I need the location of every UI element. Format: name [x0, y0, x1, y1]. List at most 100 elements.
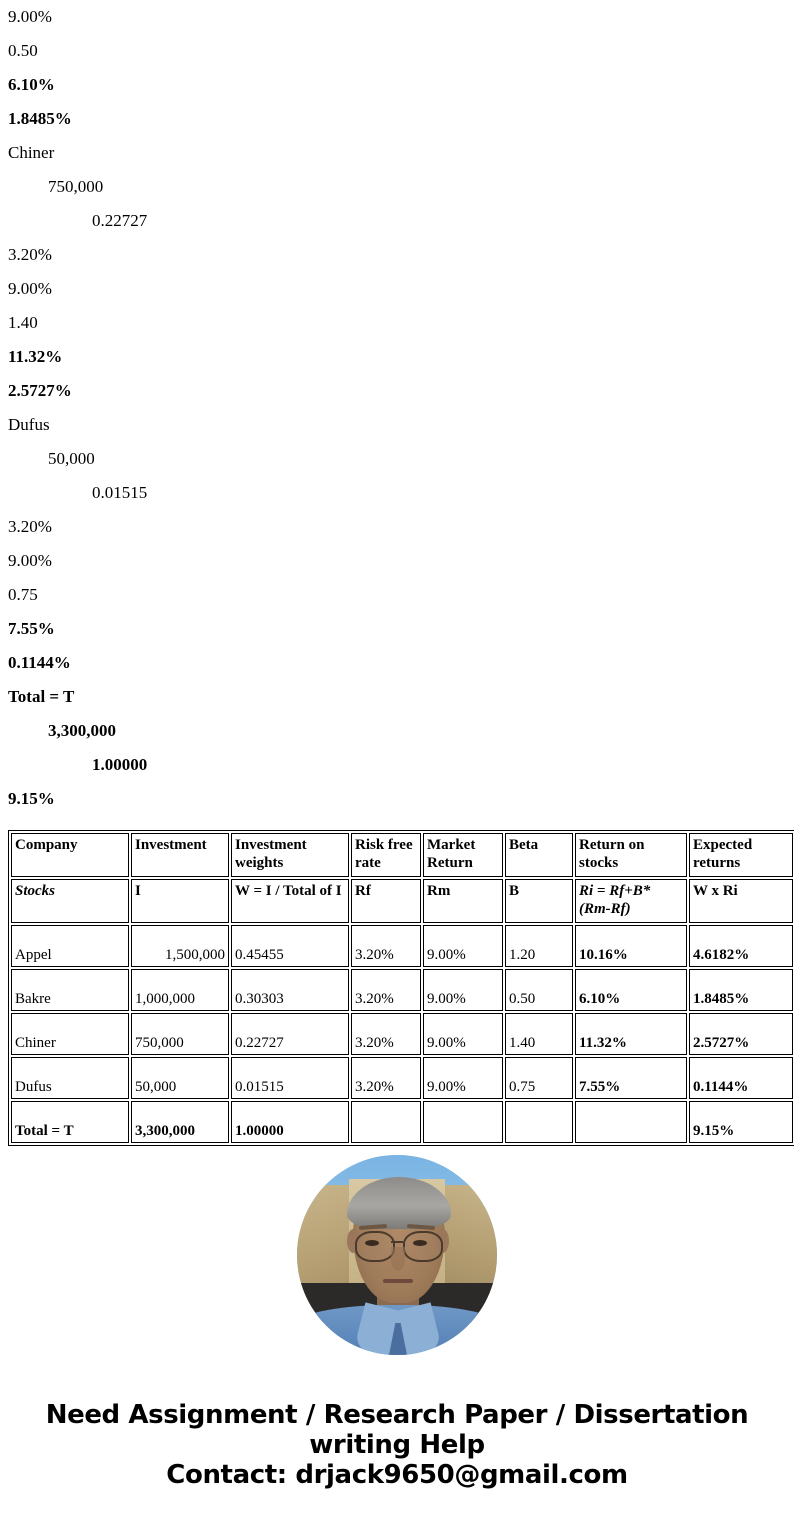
- cell-beta: 1.40: [505, 1013, 573, 1055]
- cell-return-on-stocks: 7.55%: [575, 1057, 687, 1099]
- cell-return-on-stocks: 6.10%: [575, 969, 687, 1011]
- total-rm: [423, 1101, 503, 1143]
- cell-rf: 3.20%: [351, 1057, 421, 1099]
- cell-company: Chiner: [11, 1013, 129, 1055]
- header-expected-returns: Expected returns: [689, 833, 793, 877]
- portrait-eye-right: [413, 1240, 427, 1246]
- flow-line: 750,000: [48, 177, 104, 196]
- flow-line: 3.20%: [8, 517, 52, 536]
- flow-line: Total = T: [8, 687, 75, 706]
- eyeglasses-bridge-icon: [391, 1241, 403, 1243]
- cell-investment: 50,000: [131, 1057, 229, 1099]
- cell-rm: 9.00%: [423, 1013, 503, 1055]
- flow-line: 1.40: [8, 313, 38, 332]
- cell-company: Appel: [11, 925, 129, 967]
- cell-investment: 1,500,000: [131, 925, 229, 967]
- table-header-row: Company Investment Investment weights Ri…: [11, 833, 793, 877]
- capm-portfolio-table: Company Investment Investment weights Ri…: [8, 830, 794, 1146]
- total-label: Total = T: [11, 1101, 129, 1143]
- calculation-flow-list: 9.00% 0.50 6.10% 1.8485% Chiner 750,000 0.2272…: [8, 7, 148, 808]
- header-investment: Investment: [131, 833, 229, 877]
- cell-company: Bakre: [11, 969, 129, 1011]
- header-market-return: Market Return: [423, 833, 503, 877]
- flow-line: 0.50: [8, 41, 38, 60]
- cell-expected-returns: 0.1144%: [689, 1057, 793, 1099]
- table-row: Bakre 1,000,000 0.30303 3.20% 9.00% 0.50…: [11, 969, 793, 1011]
- cell-rm: 9.00%: [423, 1057, 503, 1099]
- cell-expected-returns: 2.5727%: [689, 1013, 793, 1055]
- flow-line: Chiner: [8, 143, 55, 162]
- portrait-nose: [391, 1247, 405, 1271]
- flow-line: 0.22727: [92, 211, 148, 230]
- flow-line: 2.5727%: [8, 381, 72, 400]
- flow-line: 7.55%: [8, 619, 55, 638]
- symbol-expected-return-formula: W x Ri: [689, 879, 793, 923]
- cell-expected-returns: 1.8485%: [689, 969, 793, 1011]
- table-row: Chiner 750,000 0.22727 3.20% 9.00% 1.40 …: [11, 1013, 793, 1055]
- total-return-on-stocks: [575, 1101, 687, 1143]
- table-total-row: Total = T 3,300,000 1.00000 9.15%: [11, 1101, 793, 1143]
- cell-rf: 3.20%: [351, 925, 421, 967]
- header-return-on-stocks: Return on stocks: [575, 833, 687, 877]
- promo-banner: Need Assignment / Research Paper / Disse…: [0, 1400, 794, 1490]
- symbol-stocks: Stocks: [11, 879, 129, 923]
- symbol-investment: I: [131, 879, 229, 923]
- flow-line: 11.32%: [8, 347, 63, 366]
- symbol-rf: Rf: [351, 879, 421, 923]
- cell-weight: 0.45455: [231, 925, 349, 967]
- flow-line: Dufus: [8, 415, 50, 434]
- cell-beta: 0.75: [505, 1057, 573, 1099]
- flow-line: 1.8485%: [8, 109, 72, 128]
- flow-line: 9.00%: [8, 7, 52, 26]
- cell-weight: 0.30303: [231, 969, 349, 1011]
- flow-line: 0.1144%: [8, 653, 71, 672]
- cell-rf: 3.20%: [351, 1013, 421, 1055]
- flow-line: 9.00%: [8, 279, 52, 298]
- cell-beta: 1.20: [505, 925, 573, 967]
- header-company: Company: [11, 833, 129, 877]
- total-weight: 1.00000: [231, 1101, 349, 1143]
- cell-rm: 9.00%: [423, 925, 503, 967]
- cell-investment: 750,000: [131, 1013, 229, 1055]
- symbol-rm: Rm: [423, 879, 503, 923]
- flow-line: 0.75: [8, 585, 38, 604]
- flow-line: 3.20%: [8, 245, 52, 264]
- cell-rm: 9.00%: [423, 969, 503, 1011]
- portrait-hair: [347, 1177, 451, 1229]
- capm-table-container: Company Investment Investment weights Ri…: [8, 830, 794, 1146]
- flow-line: 6.10%: [8, 75, 55, 94]
- flow-line: 50,000: [48, 449, 95, 468]
- portrait-eye-left: [365, 1240, 379, 1246]
- symbol-weight-formula: W = I / Total of I: [231, 879, 349, 923]
- symbol-beta: B: [505, 879, 573, 923]
- header-investment-weights: Investment weights: [231, 833, 349, 877]
- flow-line: 0.01515: [92, 483, 148, 502]
- cell-rf: 3.20%: [351, 969, 421, 1011]
- table-row: Dufus 50,000 0.01515 3.20% 9.00% 0.75 7.…: [11, 1057, 793, 1099]
- promo-line-2: writing Help: [309, 1430, 485, 1460]
- eyeglasses-lens-left-icon: [355, 1231, 395, 1262]
- flow-line: 9.00%: [8, 551, 52, 570]
- total-investment: 3,300,000: [131, 1101, 229, 1143]
- cell-company: Dufus: [11, 1057, 129, 1099]
- author-portrait-photo: [297, 1155, 497, 1355]
- cell-weight: 0.22727: [231, 1013, 349, 1055]
- symbol-capm-formula: Ri = Rf+B* (Rm-Rf): [575, 879, 687, 923]
- promo-line-1: Need Assignment / Research Paper / Disse…: [45, 1400, 749, 1430]
- cell-investment: 1,000,000: [131, 969, 229, 1011]
- table-symbol-row: Stocks I W = I / Total of I Rf Rm B Ri =…: [11, 879, 793, 923]
- promo-line-3: Contact: drjack9650@gmail.com: [166, 1460, 628, 1490]
- flow-line: 1.00000: [92, 755, 148, 774]
- cell-beta: 0.50: [505, 969, 573, 1011]
- total-rf: [351, 1101, 421, 1143]
- total-beta: [505, 1101, 573, 1143]
- header-beta: Beta: [505, 833, 573, 877]
- table-row: Appel 1,500,000 0.45455 3.20% 9.00% 1.20…: [11, 925, 793, 967]
- header-risk-free-rate: Risk free rate: [351, 833, 421, 877]
- cell-expected-returns: 4.6182%: [689, 925, 793, 967]
- cell-return-on-stocks: 11.32%: [575, 1013, 687, 1055]
- portrait-mouth: [383, 1279, 413, 1283]
- total-expected-returns: 9.15%: [689, 1101, 793, 1143]
- flow-line: 9.15%: [8, 789, 55, 808]
- cell-weight: 0.01515: [231, 1057, 349, 1099]
